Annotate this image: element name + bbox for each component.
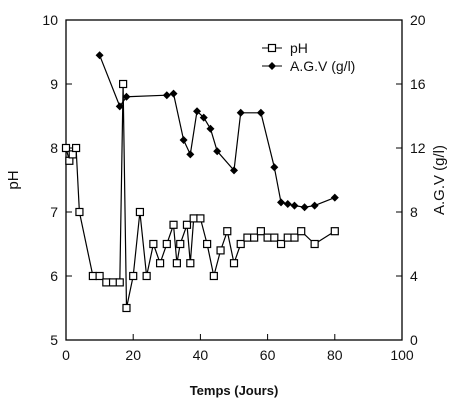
left-tick-label: 9	[50, 76, 58, 92]
x-tick-label: 0	[62, 347, 70, 363]
series-ph-point	[243, 233, 252, 242]
series-agv-point	[122, 92, 131, 101]
series-ph-point	[290, 233, 299, 242]
series-ph-point	[122, 303, 131, 313]
x-axis-label: Temps (Jours)	[190, 383, 279, 398]
series-agv-point	[270, 163, 279, 172]
series-agv-point	[300, 203, 309, 212]
y-axis-label-left: pH	[5, 170, 22, 189]
right-tick-label: 4	[410, 268, 418, 284]
series-agv-point	[186, 150, 195, 159]
series-ph-point	[108, 278, 118, 287]
series-ph-point	[263, 233, 272, 242]
series-ph-point	[236, 239, 245, 249]
series-agv-point	[162, 91, 171, 100]
right-tick-label: 8	[410, 204, 418, 220]
series-ph-point	[102, 278, 111, 287]
series-ph-point	[61, 143, 71, 153]
series-ph-point	[189, 214, 198, 223]
series-agv-point	[199, 113, 208, 122]
series-ph-point	[223, 227, 232, 236]
left-tick-label: 8	[50, 140, 58, 156]
series-ph-point	[310, 239, 319, 249]
series-layer	[61, 51, 339, 313]
right-tick-label: 20	[410, 12, 426, 28]
x-tick-label: 40	[193, 347, 209, 363]
legend-ph-marker	[267, 43, 277, 53]
series-agv-point	[236, 108, 245, 117]
series-ph-point	[330, 227, 339, 236]
series-ph-point	[169, 220, 178, 229]
series-ph-point	[129, 271, 138, 281]
series-agv-point	[95, 51, 104, 60]
series-agv-line	[99, 54, 336, 208]
right-tick-label: 12	[410, 140, 426, 156]
x-tick-label: 20	[125, 347, 141, 363]
series-ph-point	[209, 271, 218, 281]
series-ph-point	[276, 239, 286, 249]
plot-area-frame	[65, 19, 403, 341]
left-axis: 5 6 7 8 9 10	[42, 12, 72, 348]
series-ph-point	[297, 227, 306, 236]
series-agv-point	[330, 193, 339, 202]
series-ph-point	[162, 239, 171, 249]
legend-agv-marker	[268, 62, 276, 70]
series-agv-point	[213, 147, 222, 156]
series-ph-point	[182, 220, 192, 229]
series-ph-point	[250, 233, 259, 242]
series-agv-point	[193, 107, 202, 116]
series-agv-point	[230, 166, 238, 175]
legend-ph-label: pH	[290, 40, 308, 56]
series-agv-point	[283, 200, 292, 208]
series-ph-point	[95, 271, 104, 281]
right-axis: 0 4 8 12 16 20	[396, 12, 426, 348]
y-axis-label-right: A.G.V (g/l)	[431, 145, 448, 215]
series-ph-point	[135, 207, 145, 217]
series-ph-point	[270, 233, 279, 242]
series-ph-point	[216, 246, 225, 255]
legend: pH A.G.V (g/l)	[262, 40, 355, 74]
series-ph-point	[71, 143, 81, 153]
x-axis: 0 20 40 60 80 100	[62, 334, 414, 363]
right-tick-label: 0	[410, 332, 418, 348]
legend-agv-label: A.G.V (g/l)	[290, 58, 355, 74]
x-tick-label: 60	[260, 347, 276, 363]
series-agv-point	[256, 108, 265, 117]
series-ph-point	[115, 278, 124, 287]
series-ph-point	[142, 271, 151, 281]
series-agv-point	[179, 136, 188, 144]
series-agv-point	[115, 102, 124, 111]
series-agv-point	[290, 201, 299, 210]
left-tick-label: 10	[42, 12, 58, 28]
series-ph-point	[155, 259, 165, 268]
series-ph-point	[283, 233, 292, 242]
series-agv-point	[206, 124, 215, 133]
series-ph-point	[88, 271, 97, 281]
x-tick-label: 100	[390, 347, 414, 363]
series-agv-point	[169, 89, 178, 98]
series-ph-point	[256, 227, 265, 236]
series-ph-point	[75, 207, 84, 217]
x-tick-label: 80	[327, 347, 343, 363]
right-tick-label: 16	[410, 76, 426, 92]
series-agv-point	[310, 201, 319, 210]
left-tick-label: 6	[50, 268, 58, 284]
series-ph-point	[172, 259, 181, 268]
series-ph-point	[176, 239, 185, 249]
series-ph-point	[196, 214, 205, 223]
series-ph-point	[203, 239, 212, 249]
left-tick-label: 7	[50, 204, 58, 220]
series-ph-point	[119, 79, 128, 89]
left-tick-label: 5	[50, 332, 58, 348]
series-ph-point	[186, 259, 195, 268]
series-ph-point	[229, 259, 239, 268]
series-ph-point	[149, 239, 158, 249]
series-agv-point	[277, 198, 286, 207]
